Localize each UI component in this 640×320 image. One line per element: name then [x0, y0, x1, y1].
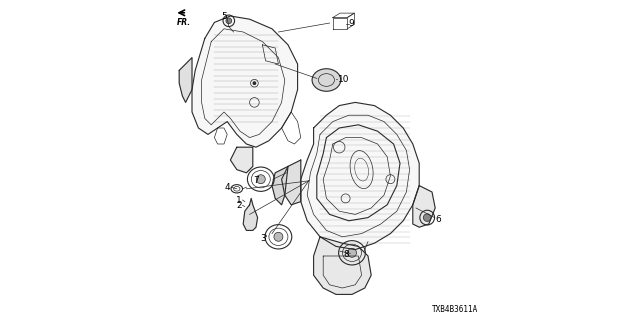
- Text: FR.: FR.: [177, 18, 191, 27]
- Text: 6: 6: [436, 215, 442, 224]
- Polygon shape: [314, 237, 371, 294]
- Circle shape: [252, 81, 256, 85]
- Text: 10: 10: [338, 75, 349, 84]
- Ellipse shape: [274, 232, 283, 241]
- Text: 9: 9: [349, 19, 355, 28]
- Circle shape: [226, 18, 232, 24]
- Text: 2: 2: [236, 201, 242, 210]
- Text: 8: 8: [344, 250, 349, 259]
- Circle shape: [424, 214, 431, 221]
- Ellipse shape: [348, 248, 356, 257]
- Polygon shape: [282, 160, 301, 205]
- Text: 7: 7: [253, 176, 259, 185]
- Polygon shape: [243, 198, 258, 230]
- Ellipse shape: [256, 175, 266, 184]
- Polygon shape: [230, 147, 253, 173]
- Polygon shape: [301, 102, 419, 250]
- Polygon shape: [179, 58, 192, 102]
- Polygon shape: [413, 186, 435, 227]
- Text: TXB4B3611A: TXB4B3611A: [432, 305, 479, 314]
- Text: 4: 4: [225, 183, 230, 192]
- Polygon shape: [272, 166, 288, 205]
- Text: 5: 5: [221, 12, 227, 21]
- Polygon shape: [192, 16, 298, 147]
- Text: 1: 1: [236, 196, 242, 204]
- Text: 3: 3: [260, 234, 266, 243]
- Ellipse shape: [312, 69, 340, 91]
